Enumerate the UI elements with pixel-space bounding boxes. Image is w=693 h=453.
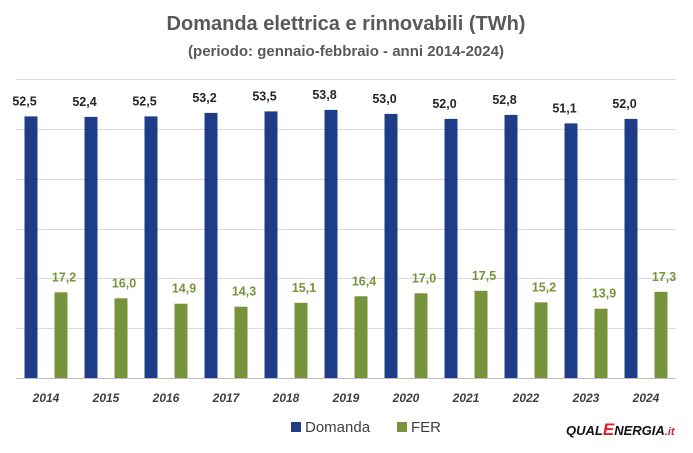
bar-domanda-2017 — [204, 112, 218, 379]
bar-fer-2024 — [654, 291, 668, 378]
data-labels: 52,5 17,2 52,4 16,0 52,5 14,9 53,2 14,3 53,5 15,1… — [12, 88, 676, 301]
legend-swatch-fer — [397, 422, 407, 432]
data-label-domanda-2021: 52,0 — [432, 97, 456, 111]
bar-domanda-2015 — [84, 116, 98, 379]
legend: Domanda FER — [291, 419, 441, 436]
legend-label-fer: FER — [411, 419, 441, 436]
x-tick-label-2016: 2016 — [152, 391, 180, 405]
data-label-domanda-2023: 51,1 — [552, 101, 576, 115]
x-tick-label-2019: 2019 — [332, 391, 360, 405]
data-label-fer-2015: 16,0 — [112, 276, 136, 290]
bar-domanda-2023 — [564, 123, 578, 379]
data-label-fer-2018: 15,1 — [292, 281, 316, 295]
bar-fer-2019 — [354, 296, 368, 378]
legend-swatch-domanda — [291, 422, 301, 432]
data-label-domanda-2016: 52,5 — [132, 94, 156, 108]
data-label-domanda-2014: 52,5 — [12, 94, 36, 108]
x-tick-label-2015: 2015 — [92, 391, 120, 405]
x-tick-label-2021: 2021 — [452, 391, 480, 405]
bar-fer-2017 — [234, 306, 248, 378]
x-tick-label-2014: 2014 — [32, 391, 60, 405]
bar-fer-2023 — [594, 308, 608, 378]
chart-subtitle: (periodo: gennaio-febbraio - anni 2014-2… — [188, 43, 504, 60]
bars — [24, 109, 668, 379]
x-tick-label-2017: 2017 — [212, 391, 241, 405]
data-label-domanda-2022: 52,8 — [492, 93, 516, 107]
data-label-fer-2014: 17,2 — [52, 270, 76, 284]
data-label-domanda-2018: 53,5 — [252, 89, 276, 103]
bar-domanda-2019 — [324, 109, 338, 379]
bar-fer-2014 — [54, 292, 68, 378]
x-tick-label-2020: 2020 — [392, 391, 420, 405]
data-label-fer-2020: 17,0 — [412, 271, 436, 285]
data-label-fer-2024: 17,3 — [652, 270, 676, 284]
bar-fer-2020 — [414, 293, 428, 378]
bar-domanda-2022 — [504, 114, 518, 379]
data-label-fer-2019: 16,4 — [352, 274, 376, 288]
data-label-fer-2023: 13,9 — [592, 287, 616, 301]
bar-domanda-2021 — [444, 118, 458, 379]
x-tick-label-2018: 2018 — [272, 391, 300, 405]
data-label-domanda-2017: 53,2 — [192, 91, 216, 105]
legend-label-domanda: Domanda — [305, 419, 371, 436]
bar-domanda-2016 — [144, 116, 158, 379]
data-label-domanda-2015: 52,4 — [72, 95, 96, 109]
bar-fer-2022 — [534, 302, 548, 378]
x-tick-label-2024: 2024 — [632, 391, 660, 405]
bar-domanda-2024 — [624, 118, 638, 379]
data-label-domanda-2019: 53,8 — [312, 88, 336, 102]
bar-fer-2021 — [474, 290, 488, 378]
data-label-domanda-2020: 53,0 — [372, 92, 396, 106]
data-label-fer-2017: 14,3 — [232, 285, 256, 299]
data-label-domanda-2024: 52,0 — [612, 97, 636, 111]
bar-domanda-2018 — [264, 111, 278, 379]
data-label-fer-2016: 14,9 — [172, 282, 196, 296]
bar-fer-2018 — [294, 302, 308, 378]
data-label-fer-2022: 15,2 — [532, 280, 556, 294]
x-tick-label-2022: 2022 — [512, 391, 540, 405]
qualenergia-logo: QUALENERGIA.it — [566, 420, 676, 439]
bar-domanda-2014 — [24, 116, 38, 379]
data-label-fer-2021: 17,5 — [472, 269, 496, 283]
bar-domanda-2020 — [384, 113, 398, 379]
bar-fer-2016 — [174, 303, 188, 378]
bar-fer-2015 — [114, 298, 128, 378]
x-tick-label-2023: 2023 — [572, 391, 600, 405]
x-axis-ticks: 2014 2015 2016 2017 2018 2019 2020 2021 2022 2023… — [32, 391, 660, 405]
chart-title: Domanda elettrica e rinnovabili (TWh) — [167, 13, 526, 35]
